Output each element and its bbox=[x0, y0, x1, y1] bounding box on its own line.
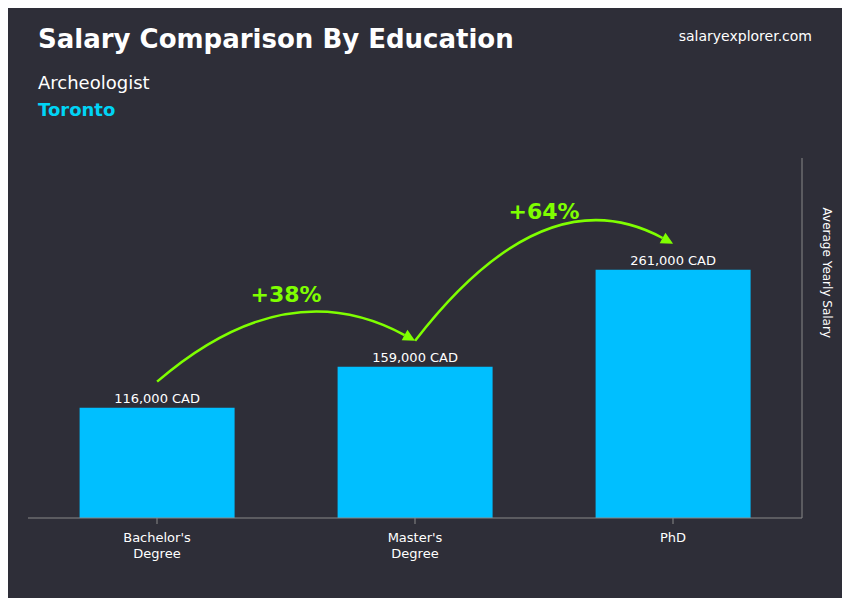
html-text:Toronto: Toronto bbox=[38, 99, 116, 120]
html-text:salaryexplorer.com: salaryexplorer.com bbox=[678, 28, 812, 44]
html-text:Salary Comparison By Education: Salary Comparison By Education bbox=[38, 24, 514, 54]
svg-text:+64%: +64% bbox=[509, 199, 580, 224]
svg-text:Master'sDegree: Master'sDegree bbox=[388, 530, 443, 561]
svg-text:116,000 CAD: 116,000 CAD bbox=[114, 391, 200, 406]
svg-text:159,000 CAD: 159,000 CAD bbox=[372, 350, 458, 365]
svg-text:261,000 CAD: 261,000 CAD bbox=[630, 253, 716, 268]
svg-text:Bachelor'sDegree: Bachelor'sDegree bbox=[123, 530, 191, 561]
svg-text:+38%: +38% bbox=[251, 282, 322, 307]
html-text:Archeologist: Archeologist bbox=[38, 72, 150, 93]
svg-text:Average Yearly Salary: Average Yearly Salary bbox=[820, 208, 834, 338]
svg-text:PhD: PhD bbox=[660, 530, 686, 545]
